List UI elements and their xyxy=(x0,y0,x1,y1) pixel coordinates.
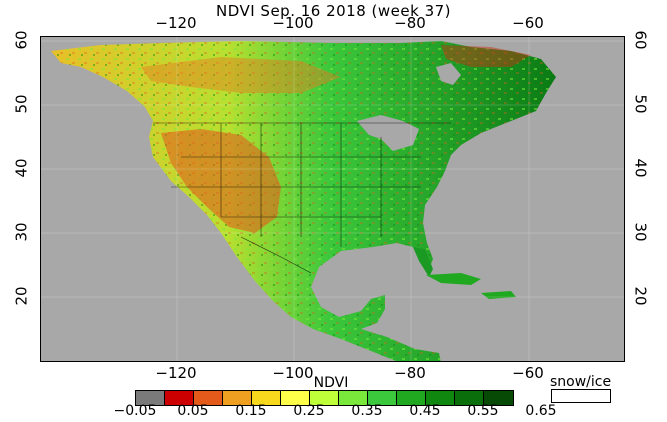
bottom-lon-tick: −60 xyxy=(512,364,544,382)
gulf-of-california xyxy=(207,217,241,281)
left-lat-tick: 30 xyxy=(12,222,31,242)
caribbean-islands xyxy=(426,273,516,299)
colorbar-label: 0.15 xyxy=(235,403,267,419)
dry-canada-region xyxy=(141,57,341,93)
land-texture xyxy=(51,41,556,361)
colorbar-label: 0.25 xyxy=(293,403,325,419)
colorbar-swatch xyxy=(252,391,281,405)
top-lon-tick: −80 xyxy=(394,14,426,32)
colorbar-swatch xyxy=(281,391,310,405)
colorbar-title: NDVI xyxy=(313,375,349,391)
left-lat-tick: 50 xyxy=(12,94,31,114)
colorbar-swatch xyxy=(165,391,194,405)
colorbar-label: 0.45 xyxy=(409,403,441,419)
left-lat-tick: 60 xyxy=(12,30,31,50)
colorbar-label: 0.65 xyxy=(525,403,557,419)
colorbar-label: −0.05 xyxy=(113,403,157,419)
colorbar-swatch xyxy=(136,391,165,405)
colorbar-swatch xyxy=(455,391,484,405)
ndvi-map xyxy=(40,36,625,362)
colorbar-label: 0.05 xyxy=(177,403,209,419)
right-lat-tick: 60 xyxy=(631,30,650,50)
dry-quebec-region xyxy=(441,45,531,67)
colorbar-swatch xyxy=(310,391,339,405)
ndvi-colorbar xyxy=(135,390,514,406)
florida xyxy=(413,247,433,277)
bottom-lon-tick: −120 xyxy=(155,364,197,382)
right-lat-tick: 40 xyxy=(631,158,650,178)
snow-ice-label: snow/ice xyxy=(550,374,612,390)
top-lon-tick: −100 xyxy=(272,14,314,32)
colorbar-swatch xyxy=(397,391,426,405)
graticule xyxy=(41,37,624,361)
political-borders xyxy=(153,122,451,274)
top-lon-tick: −120 xyxy=(155,14,197,32)
colorbar-swatch xyxy=(339,391,368,405)
ndvi-map-canvas xyxy=(41,37,624,361)
map-title: NDVI Sep. 16 2018 (week 37) xyxy=(215,2,452,20)
right-lat-tick: 30 xyxy=(631,222,650,242)
left-lat-tick: 40 xyxy=(12,158,31,178)
colorbar-label: 0.55 xyxy=(467,403,499,419)
colorbar-swatch xyxy=(368,391,397,405)
left-lat-tick: 20 xyxy=(12,286,31,306)
right-lat-tick: 50 xyxy=(631,94,650,114)
right-lat-tick: 20 xyxy=(631,286,650,306)
colorbar-swatch xyxy=(194,391,223,405)
colorbar-label: 0.35 xyxy=(351,403,383,419)
colorbar-swatch xyxy=(484,391,513,405)
colorbar-swatch xyxy=(426,391,455,405)
snow-ice-swatch xyxy=(551,389,611,403)
hudson-bay xyxy=(436,63,461,85)
top-lon-tick: −60 xyxy=(512,14,544,32)
bottom-lon-tick: −80 xyxy=(394,364,426,382)
bottom-lon-tick: −100 xyxy=(272,364,314,382)
colorbar-swatch xyxy=(223,391,252,405)
great-lakes xyxy=(357,115,419,151)
